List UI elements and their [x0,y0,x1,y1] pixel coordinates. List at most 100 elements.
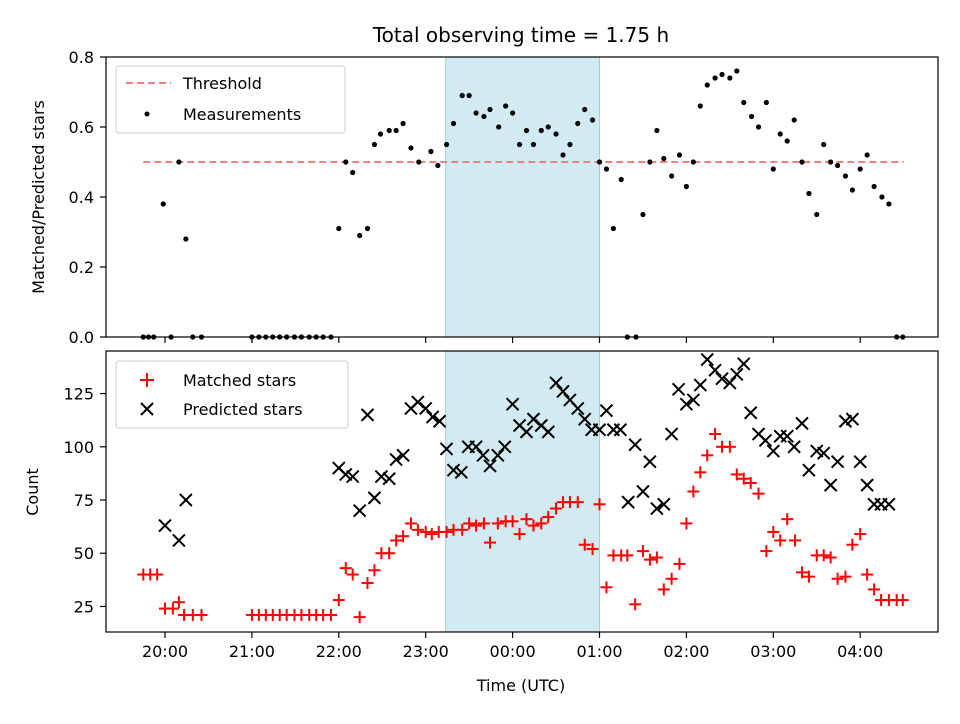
measurement-point [770,166,776,172]
predicted-star-point [418,401,433,416]
matched-star-point [324,608,337,621]
measurement-point [821,141,827,148]
matched-star-point [332,594,345,607]
predicted-star-point [446,463,461,477]
predicted-star-point [556,384,570,399]
bottom-y-tick-label: 25 [74,597,94,616]
predicted-star-point [700,352,714,367]
predicted-star-point [723,376,737,390]
predicted-star-point [498,440,512,454]
measurement-point [487,106,493,113]
matched-star-point [491,517,504,530]
predicted-star-point [758,433,773,448]
matched-star-point [774,534,787,547]
predicted-star-point [671,382,686,397]
bottom-y-axis-label: Count [23,468,42,516]
bottom-axes-frame [105,350,939,633]
matched-star-point [665,572,678,585]
predicted-star-point [743,406,758,420]
predicted-star-point [679,397,694,411]
predicted-star-point [628,437,642,452]
measurement-point [864,152,870,158]
matched-star-point [767,525,780,538]
predicted-star-point [483,459,497,473]
matched-star-point [817,549,830,562]
measurement-point [503,103,509,109]
matched-star-point [339,562,352,575]
measurement-point [386,127,392,134]
measurement-point [806,190,812,197]
predicted-star-point [860,478,874,492]
predicted-star-point [787,440,801,454]
predicted-star-point [657,497,671,511]
measurement-point [871,183,877,190]
matched-star-point [839,570,852,583]
measurement-point [530,141,537,148]
measurement-point [755,124,762,130]
predicted-star-point [795,416,809,431]
predicted-star-point [830,454,845,469]
measurement-point [343,159,349,165]
predicted-star-point [882,497,896,511]
predicted-star-point [766,444,781,458]
predicted-star-point [172,533,186,548]
top-y-tick-label: 0.2 [69,258,94,277]
measurement-point [443,141,450,148]
measurement-point [640,211,646,218]
measurement-point [350,169,356,176]
predicted-star-point [360,408,375,422]
measurement-point [481,113,487,120]
predicted-star-point [491,448,505,463]
measurement-point [618,176,624,183]
measurement-point [835,162,841,169]
predicted-star-point [606,423,621,437]
measurement-point [582,106,588,113]
predicted-star-point [845,412,860,426]
measurement-point [676,152,683,158]
measurement-point [523,127,530,134]
measurement-point [704,82,710,88]
measurement-point [791,117,797,123]
matched-star-point [789,534,802,547]
bottom-y-tick-label: 75 [74,491,94,510]
predicted-star-point [519,425,534,439]
predicted-star-point [158,518,172,533]
measurement-point [496,124,502,130]
measurement-point [538,127,544,134]
matched-star-point [730,468,743,481]
top-y-tick-label: 0.4 [69,188,94,207]
legend-measurements-label: Measurements [183,105,301,124]
matched-star-point [542,511,555,524]
matched-star-point [673,557,686,570]
measurement-point [589,117,596,123]
legend-measurements-marker [144,111,150,117]
matched-star-point [824,551,837,564]
measurement-point [553,131,559,137]
predicted-star-point [578,412,592,426]
matched-star-point [390,534,403,547]
predicted-star-point [454,465,469,480]
matched-star-point [701,449,714,462]
predicted-star-point [396,448,410,463]
matched-star-point [470,519,483,532]
x-tick-label: 00:00 [490,642,536,661]
measurement-point [603,166,610,172]
measurement-point [435,162,441,169]
measurement-point [814,211,820,218]
x-tick-label: 04:00 [837,642,883,661]
matched-star-point [404,517,417,530]
measurement-point [799,159,805,165]
measurement-point [719,71,725,78]
matched-star-point [484,536,497,549]
matched-star-point [586,542,599,555]
measurement-point [610,225,617,232]
measurement-point [669,173,675,179]
measurement-point [683,183,690,190]
matched-star-point [629,598,642,611]
predicted-star-point [439,442,454,456]
matched-star-point [744,476,757,489]
predicted-star-point [708,363,722,377]
measurement-point [712,75,718,81]
predicted-star-point [505,397,520,411]
